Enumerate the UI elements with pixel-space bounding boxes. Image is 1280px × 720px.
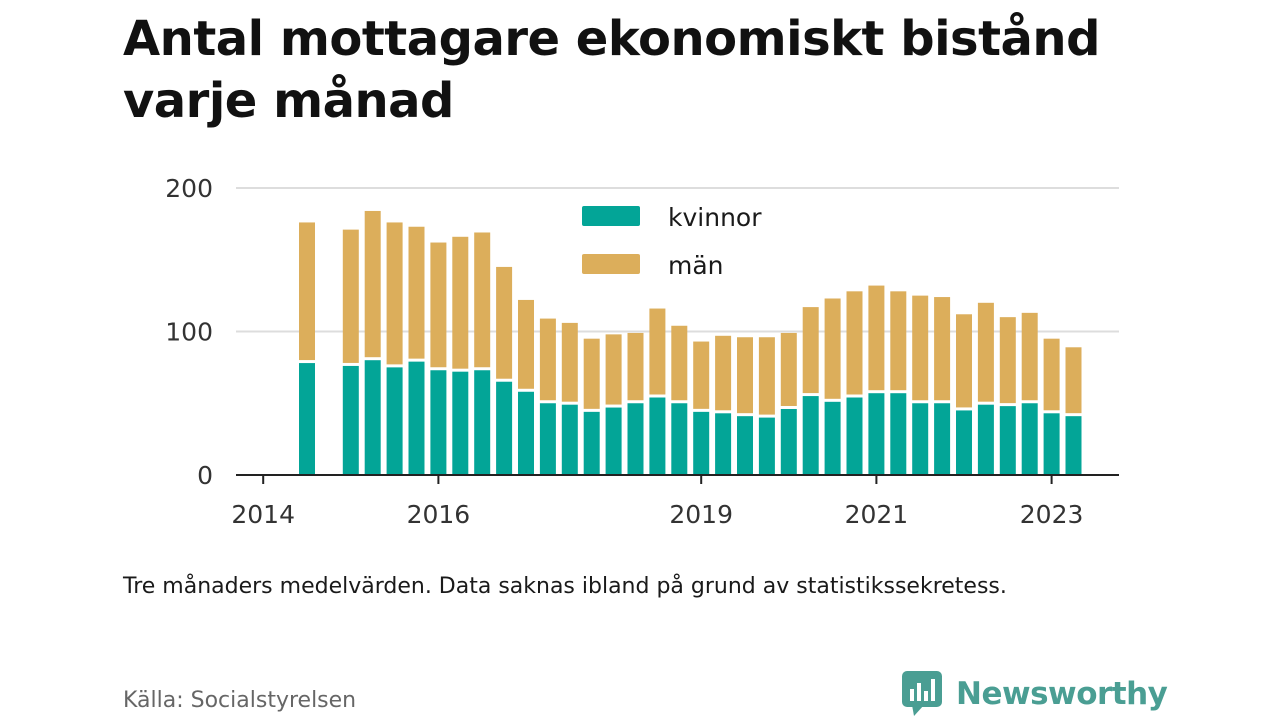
bar-man-2023-Q1 [1043, 338, 1060, 411]
bar-kvinnor-2016-Q4 [496, 381, 513, 475]
bar-kvinnor-2016-Q3 [474, 370, 491, 475]
bar-kvinnor-2021-Q2 [890, 393, 907, 475]
bar-man-2019-Q3 [737, 337, 753, 414]
newsworthy-logo-icon [902, 671, 942, 716]
bar-man-2017-Q4 [583, 338, 600, 409]
bar-kvinnor-2022-Q2 [977, 404, 994, 475]
x-tick-label-2019: 2019 [669, 500, 733, 529]
bar-man-2021-Q3 [912, 295, 929, 401]
bar-man-2015-Q3 [386, 222, 403, 365]
bar-man-2019-Q1 [693, 341, 710, 409]
bar-man-2021-Q2 [890, 291, 907, 391]
bar-kvinnor-2019-Q1 [693, 411, 710, 475]
bar-kvinnor-2019-Q4 [758, 417, 775, 475]
bar-kvinnor-2017-Q3 [561, 404, 578, 475]
legend: kvinnor män [582, 203, 762, 280]
bar-kvinnor-2015-Q4 [408, 361, 425, 475]
bar-kvinnor-2015-Q1 [342, 365, 359, 475]
bar-kvinnor-2023-Q2 [1065, 416, 1082, 475]
legend-label-kvinnor: kvinnor [668, 203, 762, 232]
bar-kvinnor-2023-Q1 [1043, 413, 1060, 475]
bar-kvinnor-2022-Q4 [1021, 403, 1038, 475]
legend-label-man: män [668, 251, 724, 280]
bar-kvinnor-2018-Q2 [627, 403, 644, 475]
bar-kvinnor-2018-Q4 [671, 403, 688, 475]
bar-man-2019-Q4 [758, 337, 775, 415]
y-tick-label-0: 0 [197, 461, 213, 490]
chart-note: Tre månaders medelvärden. Data saknas ib… [123, 574, 1007, 599]
bar-kvinnor-2018-Q1 [605, 407, 622, 475]
bar-man-2020-Q1 [780, 332, 797, 406]
x-tick-label-2016: 2016 [407, 500, 471, 529]
bar-kvinnor-2021-Q4 [934, 403, 951, 475]
source-label: Källa: Socialstyrelsen [123, 688, 357, 713]
bar-kvinnor-2016-Q1 [430, 370, 447, 475]
bar-kvinnor-2017-Q2 [539, 403, 556, 475]
stacked-bar-chart: 0 100 200 2014 2016 2019 2021 2023 kvinnor män [165, 174, 1119, 529]
bar-kvinnor-2017-Q4 [583, 411, 600, 475]
bar-kvinnor-2018-Q3 [649, 397, 666, 475]
bar-man-2018-Q2 [627, 332, 644, 401]
bar-man-2020-Q2 [802, 307, 819, 394]
bar-kvinnor-2021-Q3 [912, 403, 929, 475]
bar-kvinnor-2020-Q3 [824, 401, 841, 475]
bar-man-2022-Q3 [999, 317, 1016, 404]
legend-swatch-man [582, 254, 640, 274]
bar-man-2022-Q4 [1021, 312, 1038, 401]
bar-man-2014-Q3 [299, 222, 315, 361]
bar-man-2022-Q1 [956, 314, 972, 408]
bar-kvinnor-2017-Q1 [518, 391, 534, 475]
bar-kvinnor-2021-Q1 [868, 393, 885, 475]
bar-man-2017-Q3 [561, 322, 578, 402]
bar-kvinnor-2022-Q3 [999, 406, 1016, 475]
bar-kvinnor-2020-Q4 [846, 397, 863, 475]
bar-kvinnor-2014-Q3 [299, 363, 315, 475]
bar-man-2020-Q3 [824, 298, 841, 399]
bar-man-2020-Q4 [846, 291, 863, 395]
bar-man-2018-Q4 [671, 325, 688, 401]
bar-kvinnor-2019-Q3 [737, 416, 753, 475]
bar-man-2017-Q2 [539, 318, 556, 401]
bar-man-2021-Q1 [868, 285, 885, 391]
bar-kvinnor-2022-Q1 [956, 410, 972, 475]
legend-swatch-kvinnor [582, 206, 640, 226]
bar-man-2015-Q4 [408, 226, 425, 359]
y-tick-label-100: 100 [165, 318, 213, 347]
bar-kvinnor-2019-Q2 [715, 413, 732, 475]
bar-kvinnor-2020-Q2 [802, 396, 819, 475]
bar-kvinnor-2015-Q3 [386, 367, 403, 475]
bar-man-2018-Q1 [605, 334, 622, 405]
bar-man-2015-Q1 [342, 229, 359, 363]
bar-man-2018-Q3 [649, 308, 666, 395]
bar-man-2016-Q1 [430, 242, 447, 368]
bar-kvinnor-2016-Q2 [452, 371, 469, 475]
x-tick-label-2021: 2021 [845, 500, 909, 529]
y-tick-label-200: 200 [165, 174, 213, 203]
bar-man-2019-Q2 [715, 335, 732, 411]
bar-kvinnor-2015-Q2 [364, 360, 381, 475]
x-tick-label-2023: 2023 [1020, 500, 1084, 529]
axes: 0 100 200 2014 2016 2019 2021 2023 [165, 174, 1119, 529]
bar-man-2016-Q4 [496, 266, 513, 379]
bar-man-2023-Q2 [1065, 347, 1082, 414]
bar-man-2015-Q2 [364, 210, 381, 358]
bar-man-2021-Q4 [934, 297, 951, 401]
bars [299, 210, 1082, 475]
bar-man-2017-Q1 [518, 299, 534, 389]
bar-man-2016-Q2 [452, 236, 469, 369]
brand-name: Newsworthy [956, 676, 1168, 712]
x-tick-label-2014: 2014 [231, 500, 295, 529]
bar-man-2022-Q2 [977, 302, 994, 402]
bar-man-2016-Q3 [474, 232, 491, 368]
bar-kvinnor-2020-Q1 [780, 408, 797, 475]
chart-title: Antal mottagare ekonomiskt bistånd varje… [123, 11, 1100, 129]
newsworthy-logo[interactable]: Newsworthy [902, 671, 1168, 717]
